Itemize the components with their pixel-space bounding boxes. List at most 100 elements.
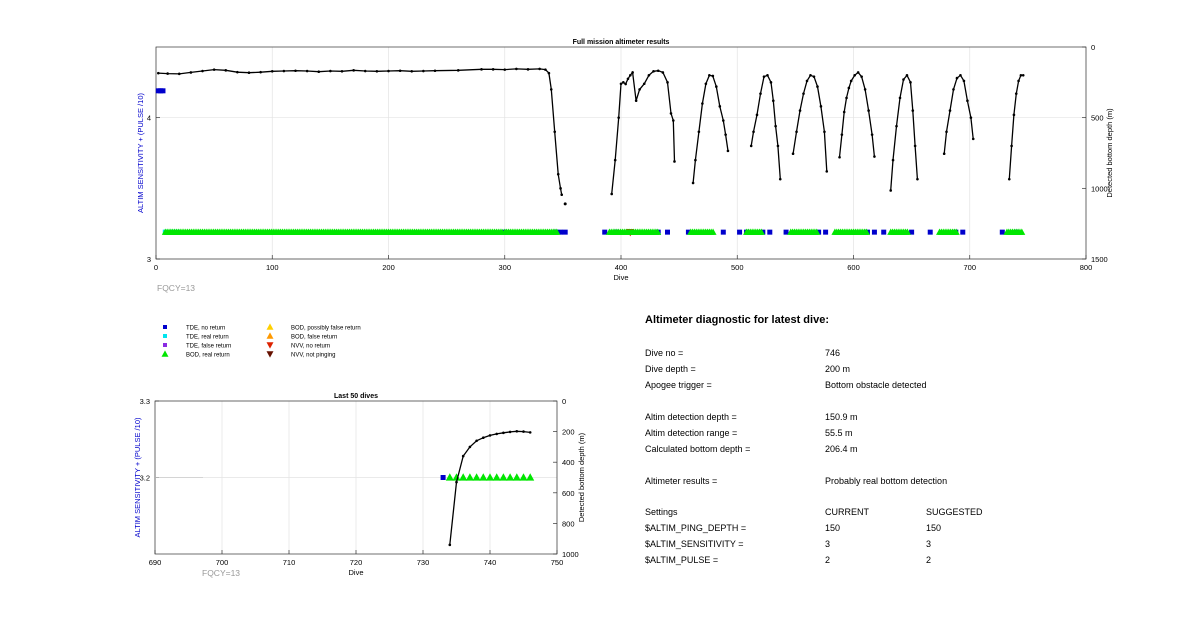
main-depth-line-point: [959, 73, 962, 77]
main-depth-line-point: [952, 88, 955, 91]
last50-y-right-tick-label: 0: [562, 397, 566, 406]
main-depth-line-point: [553, 130, 557, 134]
main-depth-line-point: [1010, 144, 1013, 148]
main-depth-line-group: [838, 71, 876, 159]
main-depth-line-point: [766, 73, 769, 77]
sensitivity-suggested: 3: [926, 539, 932, 549]
main-depth-line-point: [491, 68, 495, 71]
main-tde-no-return-marker: [823, 229, 829, 235]
main-bod-real-return-marker: [863, 228, 870, 235]
main-depth-line-point: [224, 69, 228, 72]
main-markers: [155, 88, 1026, 237]
legend-item-label: TDE, real return: [186, 335, 229, 341]
last50-x-tick-label: 710: [283, 558, 296, 567]
main-depth-line-point: [294, 69, 297, 73]
main-depth-line-point: [816, 85, 819, 88]
current-header: CURRENT: [825, 507, 869, 517]
main-x-tick-label: 300: [498, 263, 511, 272]
main-tde-no-return-marker: [737, 229, 743, 235]
main-y-right-axis-label: Detected bottom depth (m): [1105, 108, 1114, 198]
main-depth-line-group: [691, 73, 730, 185]
last50-x-tick-label: 690: [149, 558, 162, 567]
main-depth-line-group: [610, 69, 676, 196]
main-y-left-axis-label: ALTIM SENSITIVITY + (PULSE /10): [136, 93, 145, 213]
main-depth-line-point: [1012, 113, 1016, 117]
main-depth-line-point: [282, 69, 286, 73]
dive-no-value: 746: [825, 348, 841, 358]
main-depth-line-point: [189, 71, 193, 74]
main-depth-line-point: [870, 133, 874, 136]
main-depth-line-point: [619, 82, 623, 86]
main-depth-line-point: [247, 71, 251, 75]
last50-bod-real-return-marker: [459, 473, 468, 481]
main-depth-line-point: [387, 69, 390, 73]
main-depth-line-point: [724, 133, 727, 136]
main-depth-line-point: [955, 76, 959, 80]
main-depth-line-point: [157, 71, 160, 75]
main-depth-line-point: [945, 130, 948, 134]
dive-depth-value: 200 m: [825, 364, 851, 374]
main-depth-line-point: [544, 68, 547, 71]
main-depth-line-group: [1007, 73, 1025, 181]
main-tde-no-return-marker: [665, 229, 670, 235]
main-depth-line-group: [791, 73, 829, 173]
main-tde-no-return-marker: [602, 229, 608, 235]
altim-detection-depth-value: 150.9 m: [825, 412, 858, 422]
main-depth-point: [563, 202, 567, 206]
main-chart-title: Full mission altimeter results: [573, 39, 670, 46]
main-depth-line-point: [867, 109, 870, 112]
main-x-tick-label: 500: [731, 263, 744, 272]
last50-y-right-tick-label: 600: [562, 489, 575, 498]
main-depth-line-point: [329, 69, 332, 73]
main-depth-line-point: [363, 69, 367, 73]
main-bod-real-return-marker: [952, 228, 960, 235]
main-depth-line-point: [847, 86, 851, 90]
calculated-bottom-depth-label: Calculated bottom depth =: [645, 444, 751, 454]
altim-detection-range-label: Altim detection range =: [645, 428, 738, 438]
main-depth-line-point: [791, 152, 795, 156]
main-depth-line-point: [673, 160, 676, 163]
main-depth-line-point: [201, 69, 204, 73]
main-depth-line-point: [759, 92, 762, 95]
main-tde-no-return-marker: [685, 229, 691, 235]
main-depth-line-point: [718, 105, 722, 108]
main-x-axis-label: Dive: [613, 273, 628, 282]
last50-depth-line-point: [528, 431, 532, 434]
suggested-header: SUGGESTED: [926, 507, 983, 517]
main-depth-line-point: [526, 68, 530, 71]
main-depth-line-point: [722, 119, 725, 122]
last50-x-tick-label: 740: [484, 558, 497, 567]
last50-bod-real-return-marker: [499, 473, 508, 481]
last50-depth-line-point: [461, 454, 465, 458]
calculated-bottom-depth-value: 206.4 m: [825, 444, 858, 454]
settings-header: Settings: [645, 507, 678, 517]
legend-nvv-no-return-marker: [266, 342, 274, 349]
main-depth-line-point: [823, 130, 826, 134]
main-depth-line-point: [889, 189, 892, 192]
main-x-tick-label: 0: [154, 263, 158, 272]
legend-item-label: BOD, real return: [186, 353, 230, 359]
main-tde-no-return-marker: [927, 229, 933, 235]
legend-tde-no-return-marker: [163, 325, 167, 329]
main-depth-line-point: [771, 99, 775, 103]
main-depth-line-point: [856, 71, 860, 74]
main-depth-line-point: [617, 116, 620, 119]
main-depth-line-point: [661, 71, 665, 74]
main-depth-line-point: [638, 88, 641, 91]
main-depth-line-point: [842, 110, 846, 114]
main-depth-line-point: [305, 69, 309, 73]
main-tde-no-return-marker: [783, 229, 789, 235]
main-depth-line-point: [812, 75, 816, 78]
main-depth-line-point: [631, 71, 634, 74]
main-x-tick-label: 700: [963, 263, 976, 272]
main-tde-no-return-marker: [960, 229, 966, 235]
main-y-right-tick-label: 1000: [1091, 184, 1108, 193]
main-depth-line-point: [433, 69, 437, 73]
legend: [161, 323, 274, 358]
last50-depth-line-point: [468, 445, 472, 449]
last50-fqcy-annotation: FQCY=13: [202, 568, 240, 578]
main-depth-line-point: [559, 187, 562, 190]
main-depth-line-point: [656, 69, 660, 73]
main-tde-no-return-marker: [881, 229, 887, 235]
main-depth-line-point: [547, 71, 551, 75]
